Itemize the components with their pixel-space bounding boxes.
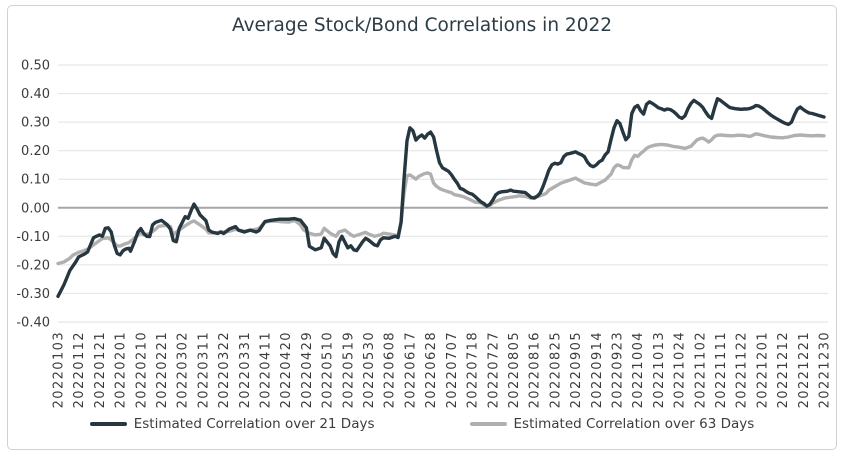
x-tick-label: 20220718 [466,331,481,408]
y-tick-label: 0.50 [21,59,50,74]
x-tick-label: 20221102 [693,331,708,408]
x-tick-label: 20220707 [445,331,460,408]
y-tick-label: 0.30 [21,116,50,131]
x-tick-label: 20220905 [569,331,584,408]
y-tick-label: 0.40 [21,87,50,102]
series-63d-line [56,132,826,266]
x-tick-label: 20220727 [486,331,501,408]
x-tick-label: 20221221 [797,331,812,408]
x-tick-label: 20220210 [134,331,149,408]
x-tick-label: 20220221 [155,331,170,408]
y-tick-label: 0.10 [21,173,50,188]
legend-swatch-21d-icon [89,422,127,426]
x-tick-label: 20220103 [52,331,67,408]
x-tick-label: 20220617 [403,331,418,408]
x-tick-label: 20220311 [196,331,211,408]
chart-legend: Estimated Correlation over 21 Days Estim… [0,416,844,432]
x-tick-label: 20220302 [176,331,191,408]
x-tick-label: 20221111 [714,331,729,408]
legend-label-63d: Estimated Correlation over 63 Days [513,416,755,432]
y-tick-label: -0.30 [16,287,50,302]
x-tick-label: 20220519 [341,331,356,408]
x-tick-label: 20220805 [507,331,522,408]
x-tick-label: 20220331 [238,331,253,408]
x-tick-label: 20221122 [735,331,750,408]
x-tick-label: 20220411 [259,331,274,408]
y-tick-label: -0.40 [16,316,50,331]
y-tick-label: -0.10 [16,230,50,245]
x-tick-label: 20220201 [114,331,129,408]
x-tick-label: 20221013 [652,331,667,408]
x-tick-label: 20220112 [72,331,87,408]
y-tick-label: 0.20 [21,144,50,159]
x-tick-label: 20220914 [590,331,605,408]
y-tick-label: -0.20 [16,258,50,273]
x-tick-label: 20220608 [383,331,398,408]
x-tick-label: 20221004 [631,331,646,408]
legend-item-63d: Estimated Correlation over 63 Days [469,416,755,432]
x-tick-label: 20220322 [217,331,232,408]
legend-swatch-63d-icon [469,422,507,426]
x-tick-label: 20221212 [776,331,791,408]
x-tick-label: 20220825 [548,331,563,408]
x-tick-label: 20220816 [528,331,543,408]
series-21d-line [56,96,826,298]
x-tick-label: 20220121 [93,331,108,408]
x-tick-label: 20220923 [611,331,626,408]
x-tick-label: 20220510 [321,331,336,408]
x-tick-label: 20221201 [755,331,770,408]
chart-title: Average Stock/Bond Correlations in 2022 [232,15,612,36]
y-tick-label: 0.00 [21,201,50,216]
x-tick-label: 20220530 [362,331,377,408]
legend-item-21d: Estimated Correlation over 21 Days [89,416,375,432]
x-tick-label: 20220420 [279,331,294,408]
x-tick-label: 20220628 [424,331,439,408]
x-tick-label: 20221024 [673,331,688,408]
x-tick-label: 20221230 [818,331,833,408]
x-tick-label: 20220429 [300,331,315,408]
legend-label-21d: Estimated Correlation over 21 Days [133,416,375,432]
